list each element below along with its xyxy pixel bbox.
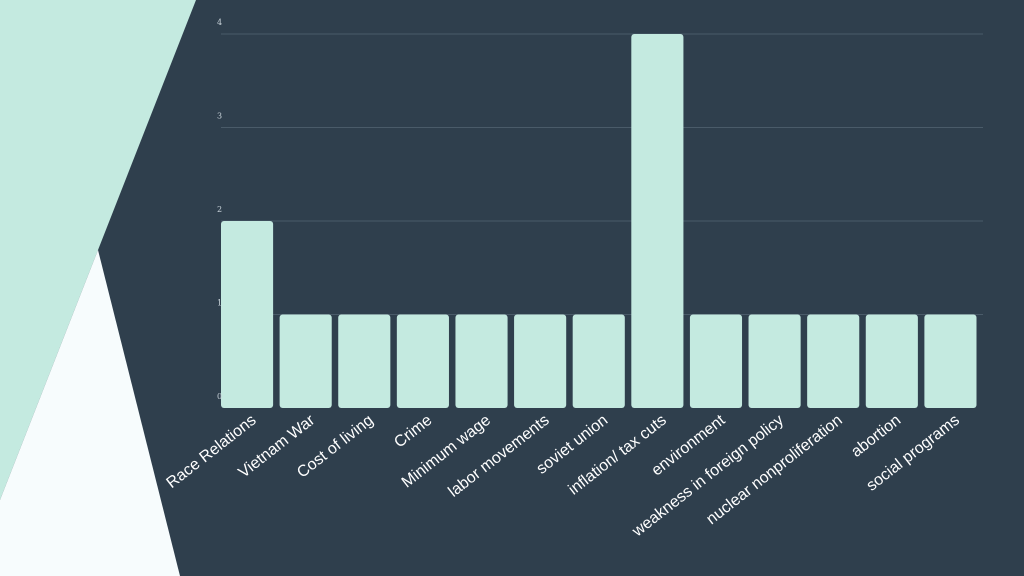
y-axis-ticks: 0 1 2 3 4: [217, 18, 222, 401]
bar: [689, 314, 743, 408]
y-tick-label: 2: [217, 205, 222, 214]
bar: [865, 314, 918, 408]
x-category-label: abortion: [848, 412, 904, 461]
bar: [572, 314, 625, 408]
y-tick-label: 0: [217, 392, 222, 401]
decorative-white-shape: [0, 250, 180, 576]
bar: [279, 314, 332, 408]
y-tick-label: 4: [217, 18, 222, 27]
bar: [221, 221, 274, 408]
y-tick-label: 1: [217, 299, 222, 308]
bar: [396, 314, 449, 408]
bars: [221, 34, 977, 408]
bar: [338, 314, 391, 408]
bar: [514, 314, 567, 408]
y-tick-label: 3: [217, 112, 222, 121]
x-category-label: inflation/ tax cuts: [565, 412, 669, 499]
bar: [924, 314, 977, 408]
bar: [748, 314, 801, 408]
x-category-label: Crime: [391, 412, 435, 452]
bar: [807, 314, 860, 408]
grid-lines: [221, 33, 983, 315]
bar: [455, 314, 508, 408]
x-category-label: labor movements: [445, 412, 552, 501]
bar: [631, 34, 684, 408]
